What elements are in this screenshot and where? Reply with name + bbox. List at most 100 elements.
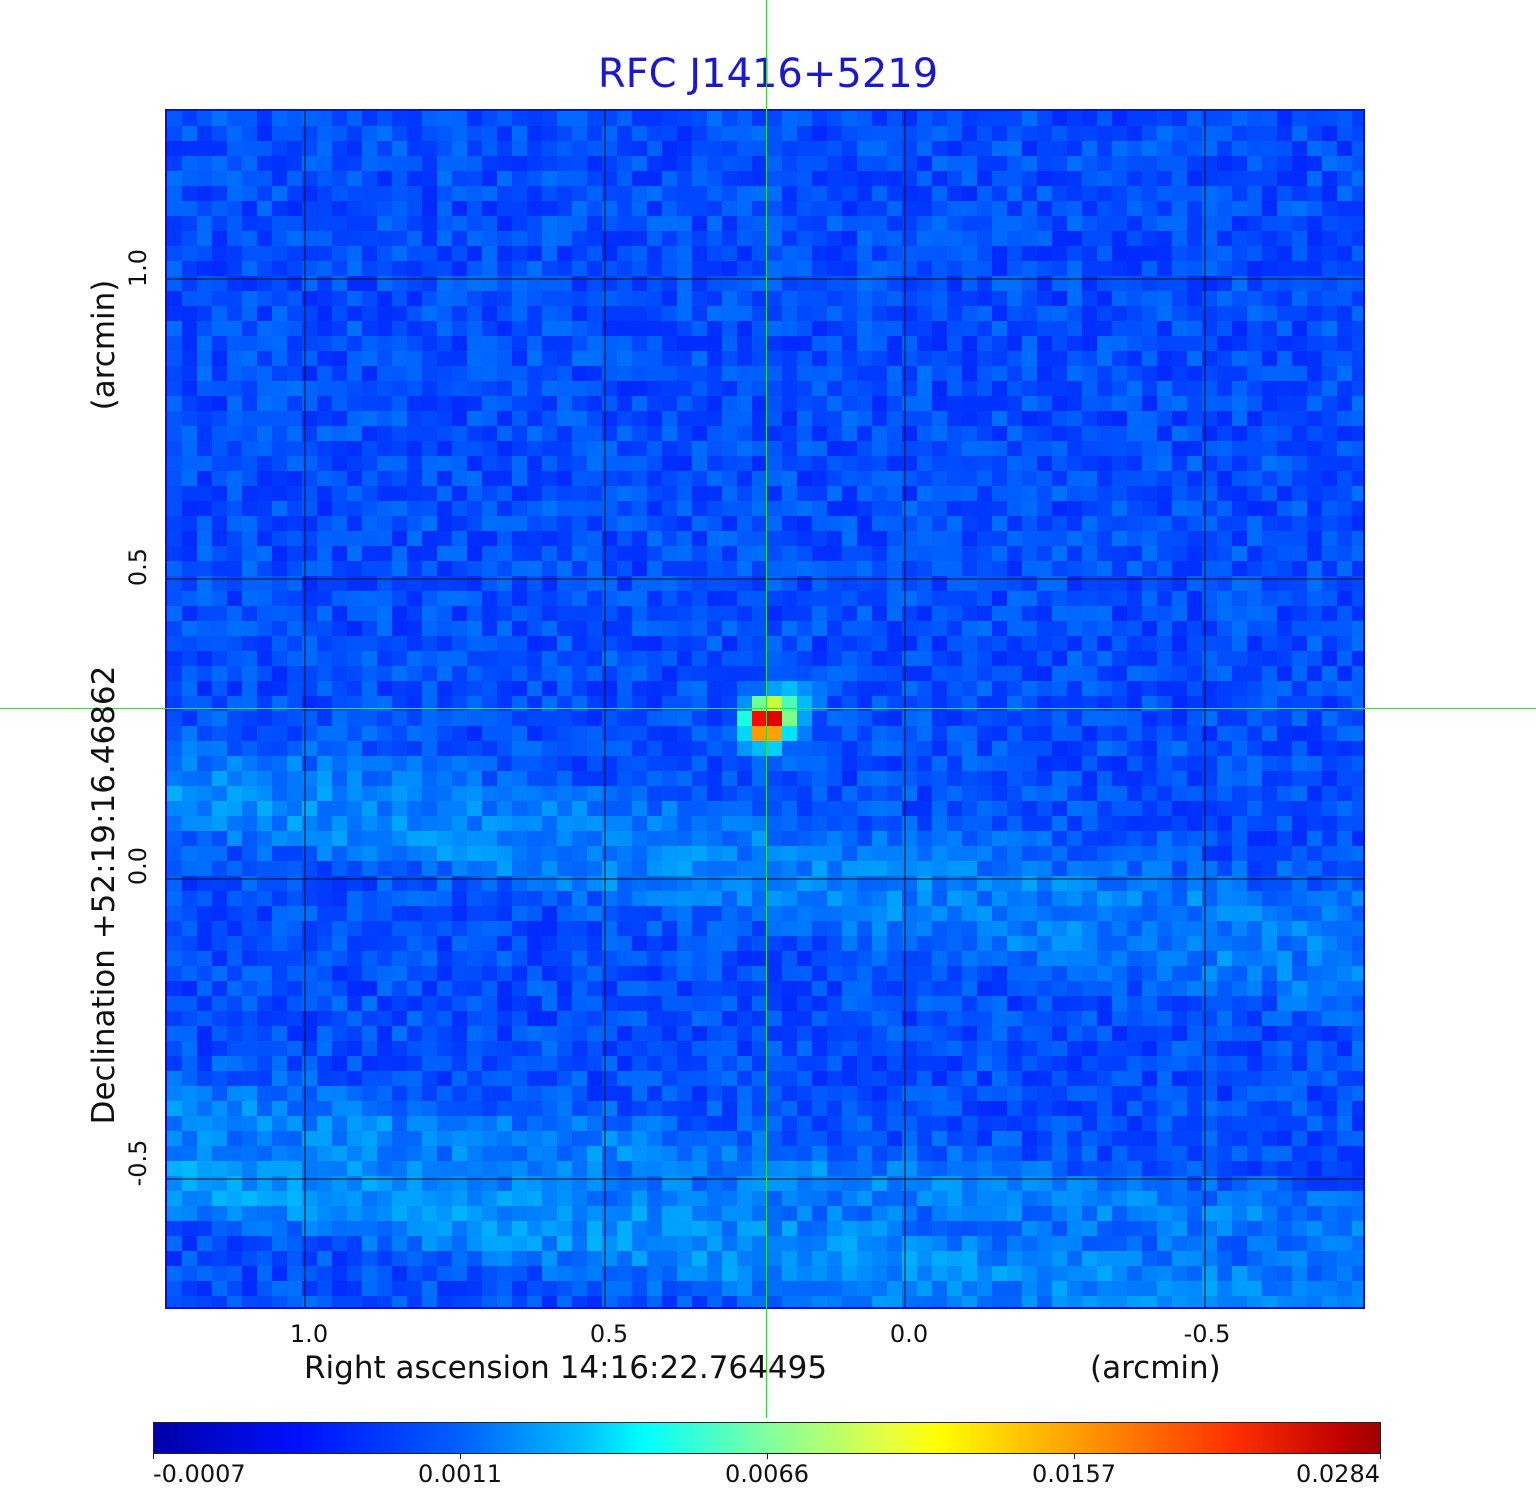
heatmap-pixel: [1037, 666, 1053, 682]
heatmap-pixel: [422, 516, 438, 532]
heatmap-pixel: [602, 411, 618, 427]
heatmap-pixel: [677, 636, 693, 652]
heatmap-pixel: [272, 966, 288, 982]
heatmap-pixel: [962, 276, 978, 292]
heatmap-pixel: [857, 261, 873, 277]
heatmap-pixel: [917, 951, 933, 967]
heatmap-pixel: [1007, 681, 1023, 697]
heatmap-pixel: [497, 711, 513, 727]
heatmap-pixel: [587, 606, 603, 622]
heatmap-pixel: [647, 936, 663, 952]
heatmap-pixel: [1217, 141, 1233, 157]
heatmap-pixel: [812, 861, 828, 877]
heatmap-pixel: [572, 261, 588, 277]
heatmap-pixel: [617, 546, 633, 562]
heatmap-pixel: [212, 936, 228, 952]
heatmap-pixel: [362, 1041, 378, 1057]
heatmap-pixel: [527, 531, 543, 547]
heatmap-pixel: [482, 666, 498, 682]
heatmap-pixel: [1112, 321, 1128, 337]
heatmap-pixel: [647, 981, 663, 997]
heatmap-pixel: [302, 966, 318, 982]
heatmap-pixel: [977, 456, 993, 472]
heatmap-pixel: [317, 726, 333, 742]
heatmap-pixel: [332, 201, 348, 217]
heatmap-pixel: [437, 801, 453, 817]
heatmap-pixel: [1202, 306, 1218, 322]
heatmap-pixel: [977, 1026, 993, 1042]
heatmap-pixel: [917, 501, 933, 517]
heatmap-pixel: [1337, 936, 1353, 952]
heatmap-pixel: [677, 291, 693, 307]
heatmap-pixel: [887, 1011, 903, 1027]
heatmap-pixel: [827, 216, 843, 232]
heatmap-pixel: [902, 231, 918, 247]
heatmap-pixel: [1142, 891, 1158, 907]
heatmap-pixel: [902, 276, 918, 292]
heatmap-pixel: [347, 606, 363, 622]
heatmap-pixel: [1037, 591, 1053, 607]
heatmap-pixel: [1232, 606, 1248, 622]
heatmap-pixel: [587, 561, 603, 577]
heatmap-pixel: [437, 936, 453, 952]
heatmap-pixel: [1067, 306, 1083, 322]
heatmap-pixel: [992, 396, 1008, 412]
heatmap-pixel: [932, 276, 948, 292]
heatmap-pixel: [872, 366, 888, 382]
heatmap-pixel: [1007, 771, 1023, 787]
heatmap-pixel: [317, 771, 333, 787]
heatmap-pixel: [857, 576, 873, 592]
heatmap-pixel: [737, 216, 753, 232]
heatmap-pixel: [242, 1041, 258, 1057]
heatmap-pixel: [1292, 141, 1308, 157]
heatmap-pixel: [1142, 771, 1158, 787]
heatmap-pixel: [932, 861, 948, 877]
heatmap-pixel: [1232, 111, 1248, 127]
heatmap-pixel: [572, 996, 588, 1012]
heatmap-pixel: [1337, 381, 1353, 397]
heatmap-pixel: [257, 216, 273, 232]
heatmap-pixel: [377, 816, 393, 832]
heatmap-pixel: [1022, 321, 1038, 337]
heatmap-pixel: [527, 171, 543, 187]
heatmap-pixel: [917, 726, 933, 742]
heatmap-pixel: [212, 276, 228, 292]
heatmap-pixel: [587, 276, 603, 292]
heatmap-pixel: [722, 651, 738, 667]
heatmap-pixel: [842, 156, 858, 172]
heatmap-pixel: [392, 171, 408, 187]
heatmap-pixel: [497, 126, 513, 142]
image-plot[interactable]: [165, 109, 1365, 1309]
heatmap-pixel: [512, 936, 528, 952]
heatmap-pixel: [527, 606, 543, 622]
heatmap-pixel: [1007, 501, 1023, 517]
heatmap-pixel: [482, 411, 498, 427]
heatmap-pixel: [512, 516, 528, 532]
heatmap-pixel: [1142, 756, 1158, 772]
heatmap-pixel: [212, 861, 228, 877]
heatmap-pixel: [1007, 741, 1023, 757]
heatmap-pixel: [752, 756, 768, 772]
heatmap-pixel: [1277, 381, 1293, 397]
heatmap-pixel: [407, 216, 423, 232]
heatmap-pixel: [467, 246, 483, 262]
heatmap-pixel: [1172, 501, 1188, 517]
heatmap-pixel: [977, 111, 993, 127]
heatmap-pixel: [572, 951, 588, 967]
heatmap-pixel: [1067, 786, 1083, 802]
heatmap-pixel: [1322, 651, 1338, 667]
heatmap-pixel: [1022, 636, 1038, 652]
heatmap-pixel: [467, 921, 483, 937]
heatmap-pixel: [287, 216, 303, 232]
heatmap-pixel: [857, 111, 873, 127]
heatmap-pixel: [287, 246, 303, 262]
heatmap-pixel: [962, 936, 978, 952]
heatmap-pixel: [587, 546, 603, 562]
heatmap-pixel: [1142, 816, 1158, 832]
heatmap-pixel: [722, 336, 738, 352]
heatmap-pixel: [902, 126, 918, 142]
heatmap-pixel: [242, 231, 258, 247]
heatmap-pixel: [1337, 201, 1353, 217]
heatmap-pixel: [1277, 306, 1293, 322]
heatmap-pixel: [1157, 1026, 1173, 1042]
